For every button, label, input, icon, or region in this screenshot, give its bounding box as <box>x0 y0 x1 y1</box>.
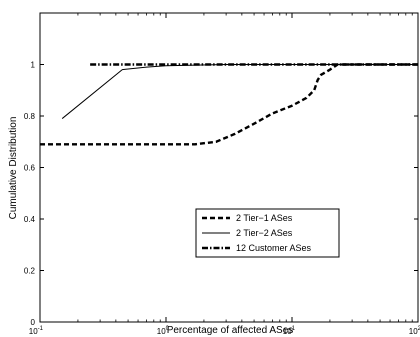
x-tick-label: 102 <box>409 326 420 336</box>
x-tick-label-base: 10 <box>283 327 292 336</box>
legend-label-tier1: 2 Tier−1 ASes <box>236 213 293 223</box>
y-tick-label: 0.4 <box>24 215 36 224</box>
y-tick-label: 0 <box>31 318 36 327</box>
legend: 2 Tier−1 ASes 2 Tier−2 ASes 12 Customer … <box>195 208 340 258</box>
series-line-1 <box>61 64 418 119</box>
x-tick-label-exponent: 2 <box>418 326 420 332</box>
x-tick-label: 101 <box>283 326 296 336</box>
y-tick-label: 0.6 <box>24 164 36 173</box>
x-axis-label: Percentage of affected ASes <box>167 325 294 336</box>
y-tick-label: 0.2 <box>24 267 36 276</box>
x-tick-label-exponent: 1 <box>292 326 296 332</box>
x-tick-label: 10-1 <box>29 326 44 336</box>
x-tick-label-exponent: -1 <box>38 326 44 332</box>
series-line-0 <box>40 63 418 146</box>
x-tick-label: 100 <box>157 326 170 336</box>
y-axis-ticks: 0 0.2 0.4 0.6 0.8 1 <box>24 61 418 327</box>
x-tick-label-base: 10 <box>409 327 418 336</box>
plot-frame <box>39 12 419 323</box>
x-tick-label-base: 10 <box>157 327 166 336</box>
y-tick-label: 0.8 <box>24 112 36 121</box>
legend-label-customer: 12 Customer ASes <box>236 243 312 253</box>
x-axis-ticks: 10-1 100 101 102 <box>29 13 420 336</box>
x-tick-label-exponent: 0 <box>166 326 170 332</box>
legend-label-tier2: 2 Tier−2 ASes <box>236 228 293 238</box>
x-tick-label-base: 10 <box>29 327 38 336</box>
series-layer <box>40 63 418 146</box>
y-tick-label: 1 <box>31 61 36 70</box>
y-axis-label: Cumulative Distribution <box>8 117 19 220</box>
